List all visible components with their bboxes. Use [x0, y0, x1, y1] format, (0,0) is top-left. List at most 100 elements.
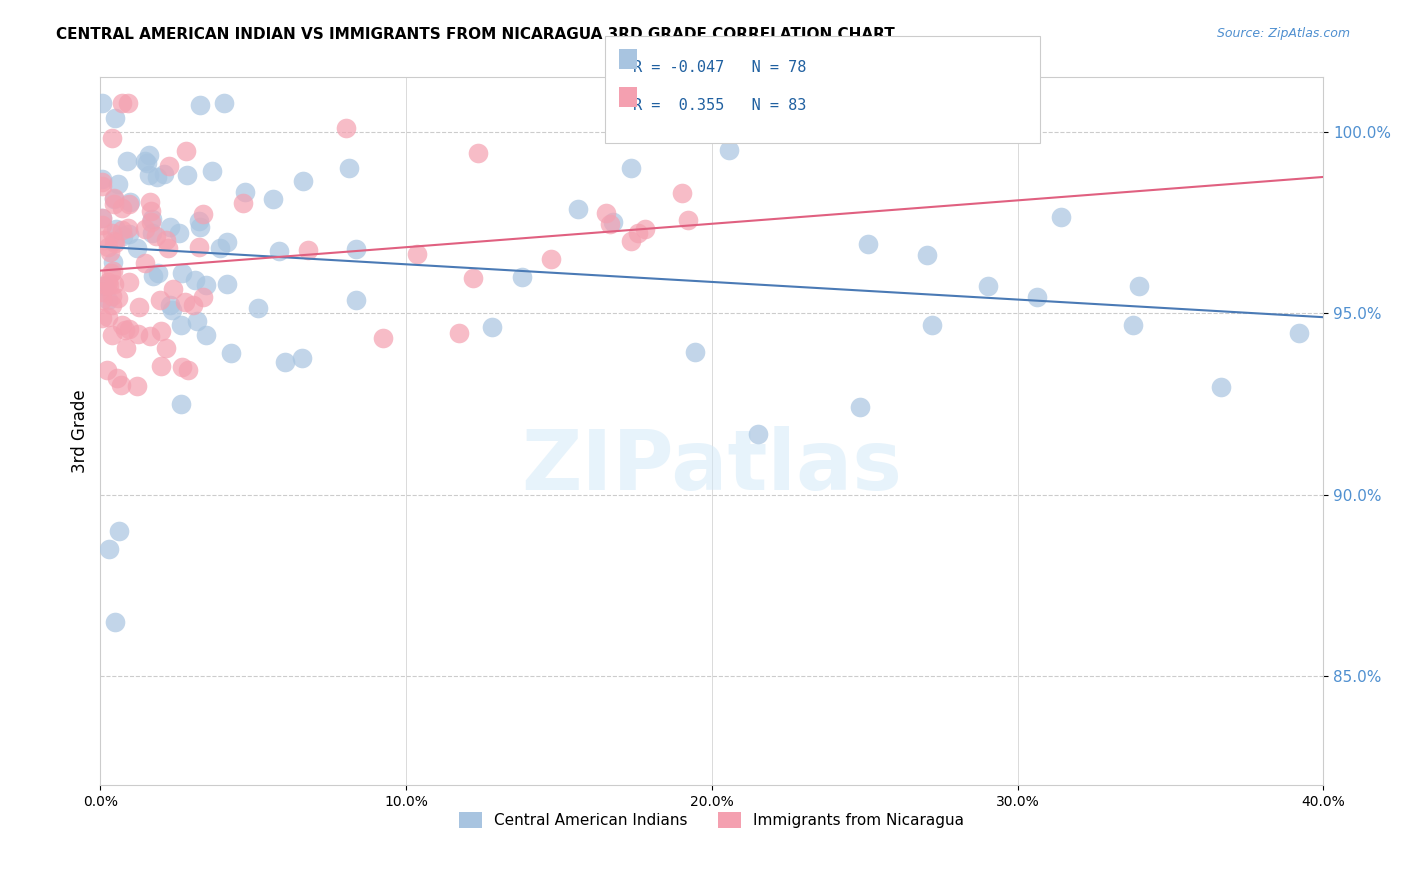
Point: [155, 233, 177, 247]
Point: [160, 303, 183, 318]
Point: [467, 145, 489, 160]
Point: [91, 311, 114, 326]
Point: [371, 331, 394, 345]
Point: [138, 168, 160, 182]
Point: [159, 298, 181, 312]
Point: [107, 177, 129, 191]
Point: [297, 243, 319, 257]
Point: [96, 363, 118, 377]
Point: [138, 148, 160, 162]
Point: [337, 161, 360, 176]
Point: [176, 168, 198, 182]
Point: [540, 252, 562, 266]
Point: [1288, 326, 1310, 340]
Point: [149, 324, 172, 338]
Point: [170, 266, 193, 280]
Point: [134, 153, 156, 168]
Point: [103, 197, 125, 211]
Point: [111, 318, 134, 332]
Point: [344, 242, 367, 256]
Point: [120, 194, 142, 209]
Point: [194, 278, 217, 293]
Point: [136, 156, 159, 170]
Point: [115, 342, 138, 356]
Point: [405, 247, 427, 261]
Point: [110, 378, 132, 392]
Point: [93, 233, 115, 247]
Point: [232, 196, 254, 211]
Point: [217, 277, 239, 292]
Point: [93, 279, 115, 293]
Point: [100, 266, 122, 280]
Point: [91, 95, 114, 110]
Point: [747, 427, 769, 442]
Point: [146, 170, 169, 185]
Point: [98, 244, 121, 259]
Point: [246, 301, 269, 315]
Point: [101, 254, 124, 268]
Point: [187, 214, 209, 228]
Point: [172, 360, 194, 375]
Text: ZIPatlas: ZIPatlas: [522, 426, 903, 508]
Point: [177, 362, 200, 376]
Point: [620, 234, 643, 248]
Point: [1050, 210, 1073, 224]
Point: [634, 222, 657, 236]
Point: [217, 235, 239, 249]
Point: [125, 241, 148, 255]
Point: [335, 120, 357, 135]
Point: [91, 211, 114, 226]
Point: [188, 98, 211, 112]
Point: [112, 228, 135, 243]
Point: [134, 222, 156, 236]
Point: [917, 248, 939, 262]
Point: [627, 227, 650, 241]
Point: [344, 293, 367, 307]
Point: [141, 211, 163, 226]
Point: [671, 186, 693, 201]
Point: [97, 310, 120, 325]
Point: [118, 275, 141, 289]
Point: [104, 111, 127, 125]
Point: [159, 220, 181, 235]
Point: [127, 327, 149, 342]
Point: [103, 234, 125, 248]
Point: [139, 214, 162, 228]
Point: [101, 298, 124, 312]
Point: [101, 289, 124, 303]
Point: [173, 294, 195, 309]
Point: [107, 291, 129, 305]
Point: [1128, 278, 1150, 293]
Point: [117, 153, 139, 168]
Point: [103, 192, 125, 206]
Point: [96, 277, 118, 292]
Point: [145, 228, 167, 243]
Point: [104, 615, 127, 629]
Point: [170, 318, 193, 332]
Point: [149, 293, 172, 308]
Point: [167, 226, 190, 240]
Point: [194, 327, 217, 342]
Point: [157, 159, 180, 173]
Point: [118, 196, 141, 211]
Point: [717, 144, 740, 158]
Point: [90, 218, 112, 232]
Point: [233, 185, 256, 199]
Point: [117, 221, 139, 235]
Point: [201, 164, 224, 178]
Point: [90, 179, 112, 194]
Point: [219, 346, 242, 360]
Point: [595, 205, 617, 219]
Point: [176, 145, 198, 159]
Y-axis label: 3rd Grade: 3rd Grade: [72, 390, 89, 473]
Point: [114, 322, 136, 336]
Text: CENTRAL AMERICAN INDIAN VS IMMIGRANTS FROM NICARAGUA 3RD GRADE CORRELATION CHART: CENTRAL AMERICAN INDIAN VS IMMIGRANTS FR…: [56, 27, 896, 42]
Point: [101, 328, 124, 343]
Point: [461, 271, 484, 285]
Point: [139, 204, 162, 219]
Point: [208, 241, 231, 255]
Point: [155, 341, 177, 355]
Point: [510, 269, 533, 284]
Point: [1025, 290, 1047, 304]
Point: [685, 344, 707, 359]
